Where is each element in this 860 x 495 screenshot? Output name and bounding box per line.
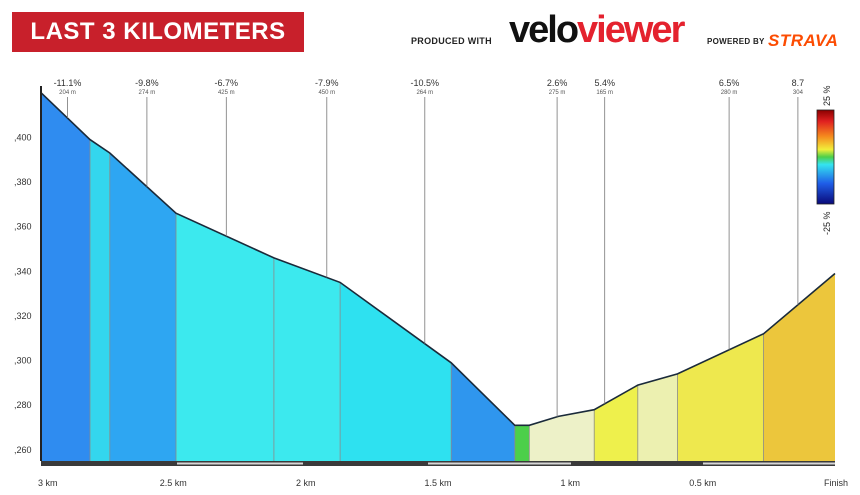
profile-segments — [40, 86, 836, 461]
produced-with-label: PRODUCED WITH — [411, 36, 492, 46]
x-tick-label: 2 km — [296, 478, 316, 488]
profile-segment-9 — [529, 409, 595, 461]
y-tick-label: ,260 — [14, 445, 32, 455]
annotation-length-9: 304 — [793, 90, 804, 96]
annotation-grade-9: 8.7 — [792, 78, 805, 88]
x-tick-label: 1.5 km — [424, 478, 451, 488]
annotation-grade-5: -10.5% — [411, 78, 440, 88]
profile-segment-11 — [637, 373, 678, 461]
grade-color-scale — [816, 109, 835, 205]
y-tick-label: ,280 — [14, 400, 32, 410]
y-tick-label: ,340 — [14, 266, 32, 276]
profile-segment-12 — [677, 333, 764, 461]
profile-segment-3 — [109, 153, 176, 461]
annotation-length-4: 450 m — [318, 90, 335, 96]
y-tick-label: ,400 — [14, 132, 32, 142]
profile-segment-6 — [340, 282, 452, 461]
legend-bottom-label: -25 % — [822, 211, 832, 235]
annotation-grade-4: -7.9% — [315, 78, 339, 88]
legend-top-label: 25 % — [822, 85, 832, 106]
x-axis-band-highlight — [428, 462, 571, 465]
profile-segment-5 — [273, 257, 341, 461]
annotation-grade-7: 5.4% — [594, 78, 615, 88]
x-tick-label: Finish — [824, 478, 848, 488]
x-axis-band-highlight — [177, 462, 303, 465]
annotation-length-7: 165 m — [596, 90, 613, 96]
annotation-length-3: 425 m — [218, 90, 235, 96]
x-tick-label: 2.5 km — [160, 478, 187, 488]
veloviewer-logo: veloviewer — [509, 9, 685, 51]
annotation-length-1: 204 m — [59, 90, 76, 96]
annotation-length-8: 280 m — [721, 90, 738, 96]
annotation-grade-2: -9.8% — [135, 78, 159, 88]
x-tick-label: 1 km — [561, 478, 581, 488]
y-tick-label: ,380 — [14, 177, 32, 187]
annotation-grade-1: -11.1% — [54, 78, 82, 88]
y-axis: ,260 ,280 ,300 ,320 ,340 ,360 ,380 ,400 — [14, 132, 32, 455]
x-axis-band-highlight — [703, 462, 835, 465]
annotation-length-2: 274 m — [139, 90, 156, 96]
page-title: LAST 3 KILOMETERS — [12, 12, 304, 52]
annotation-length-5: 264 m — [416, 90, 433, 96]
profile-segment-1 — [41, 92, 90, 461]
grade-annotations: -11.1% 204 m -9.8% 274 m -6.7% 425 m -7.9% 450 … — [54, 78, 805, 96]
logo-velo-text: velo — [509, 9, 579, 51]
y-tick-label: ,360 — [14, 222, 32, 232]
x-tick-label: 0.5 km — [689, 478, 716, 488]
powered-by-label: POWERED BY — [707, 37, 765, 46]
y-tick-label: ,300 — [14, 356, 32, 366]
grade-legend: 25 % -25 % — [816, 85, 835, 235]
y-tick-label: ,320 — [14, 311, 32, 321]
profile-segment-4 — [176, 213, 274, 461]
annotation-grade-3: -6.7% — [215, 78, 239, 88]
logo-viewer-text: viewer — [577, 9, 685, 51]
profile-segment-8 — [514, 425, 530, 461]
annotation-grade-6: 2.6% — [547, 78, 568, 88]
profile-segment-7 — [451, 362, 515, 461]
annotation-grade-8: 6.5% — [719, 78, 740, 88]
strava-logo: STRAVA — [768, 31, 839, 50]
profile-line — [40, 92, 836, 427]
x-tick-label: 3 km — [38, 478, 58, 488]
annotation-length-6: 275 m — [549, 90, 566, 96]
x-axis: 3 km 2.5 km 2 km 1.5 km 1 km 0.5 km Finish — [38, 461, 848, 488]
profile-segment-13 — [763, 273, 835, 461]
profile-segment-2 — [90, 139, 110, 461]
annotation-lines — [67, 97, 799, 417]
